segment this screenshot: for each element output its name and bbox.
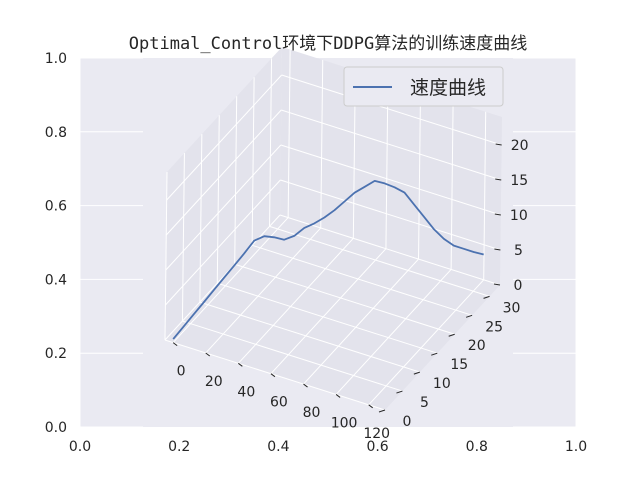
z3d-tick-label: 5 (514, 243, 523, 259)
pane-gridline (182, 320, 403, 392)
x3d-tick-mark (368, 404, 374, 409)
legend: 速度曲线 (343, 66, 504, 107)
pane-gridline (205, 227, 322, 354)
y3d-tick-label: 0 (403, 414, 412, 430)
y3d-tick-label: 20 (468, 338, 486, 354)
x3d-tick-mark (335, 394, 341, 398)
outer-y-tick-label: 0.0 (45, 420, 67, 436)
z3d-tick-mark (495, 143, 502, 146)
pane-gridline (368, 279, 485, 406)
x3d-tick-mark (303, 383, 308, 388)
outer-x-tick-label: 0.4 (267, 439, 289, 455)
outer-x-tick-label: 0.6 (366, 439, 388, 455)
pane-gridline (166, 74, 283, 201)
outer-x-tick-label: 0.8 (466, 439, 488, 455)
y3d-tick-label: 15 (450, 357, 468, 373)
y3d-tick-label: 25 (485, 319, 503, 335)
pane-gridline (279, 214, 501, 286)
z3d-tick-label: 15 (510, 173, 528, 189)
y3d-tick-mark (431, 352, 438, 356)
pane-gridline (281, 74, 502, 146)
x3d-tick-label: 100 (331, 415, 358, 431)
x3d-tick-mark (270, 373, 276, 378)
pane-gridline (280, 144, 501, 216)
pane-gridline (270, 248, 387, 375)
pane-gridline (165, 179, 281, 306)
y3d-tick-mark (378, 409, 386, 413)
pane-gridline (165, 144, 282, 271)
pane-gridline (234, 263, 455, 335)
z3d-tick-mark (494, 213, 501, 216)
pane-gridline (164, 214, 281, 341)
speed-curve-line (172, 179, 484, 340)
x3d-tick-label: 0 (177, 364, 186, 380)
y3d-tick-label: 5 (420, 395, 429, 411)
pane-gridline (164, 339, 386, 411)
x3d-tick-label: 20 (205, 374, 223, 390)
y3d-tick-label: 30 (503, 300, 521, 316)
legend-box (343, 66, 504, 107)
z3d-tick-label: 10 (510, 208, 528, 224)
pane-gridline (172, 217, 289, 343)
x3d-tick-label: 80 (303, 405, 321, 421)
x3d-tick-mark (172, 342, 178, 346)
outer-x-tick-label: 0.2 (168, 439, 190, 455)
left-pane (165, 47, 282, 340)
x3d-tick-label: 40 (237, 384, 255, 400)
y3d-tick-mark (413, 371, 421, 375)
y3d-tick-mark (448, 333, 455, 337)
outer-y-tick-label: 1.0 (45, 51, 67, 67)
pane-gridline (303, 258, 419, 385)
z3d-tick-label: 0 (514, 278, 523, 294)
pane-gridline (281, 109, 502, 181)
floor-pane (165, 215, 500, 410)
z3d-tick-mark (495, 178, 502, 181)
pane-gridline (335, 269, 452, 395)
pane-gridline (199, 301, 421, 373)
z3d-tick-mark (494, 248, 501, 251)
x3d-tick-mark (205, 352, 211, 357)
outer-x-tick-label: 0.0 (69, 439, 91, 455)
pane-gridline (165, 109, 282, 236)
outer-x-tick-label: 1.0 (565, 439, 587, 455)
outer-y-tick-label: 0.8 (45, 125, 67, 141)
legend-label: 速度曲线 (410, 77, 486, 99)
outer-y-tick-label: 0.6 (45, 199, 67, 215)
y3d-tick-mark (483, 295, 490, 299)
pane-gridline (217, 282, 438, 354)
outer-y-tick-label: 0.2 (45, 346, 67, 362)
pane-gridline (237, 237, 354, 364)
pane-gridline (251, 244, 473, 316)
pane-gridline (269, 225, 490, 297)
y3d-tick-label: 10 (433, 376, 451, 392)
z3d-tick-label: 20 (511, 138, 529, 154)
y3d-tick-mark (465, 314, 473, 318)
x3d-tick-label: 120 (363, 426, 390, 442)
pane-gridline (280, 179, 501, 251)
x3d-tick-label: 60 (270, 395, 288, 411)
chart-title: Optimal_Control环境下DDPG算法的训练速度曲线 (129, 34, 527, 54)
z3d-tick-mark (493, 283, 501, 286)
y3d-tick-mark (396, 390, 403, 394)
outer-y-tick-label: 0.4 (45, 272, 67, 288)
x3d-tick-mark (238, 362, 243, 367)
